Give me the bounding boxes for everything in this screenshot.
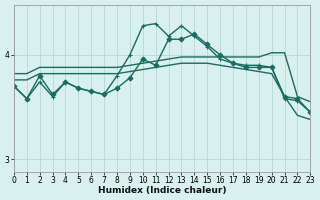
X-axis label: Humidex (Indice chaleur): Humidex (Indice chaleur)	[98, 186, 226, 195]
